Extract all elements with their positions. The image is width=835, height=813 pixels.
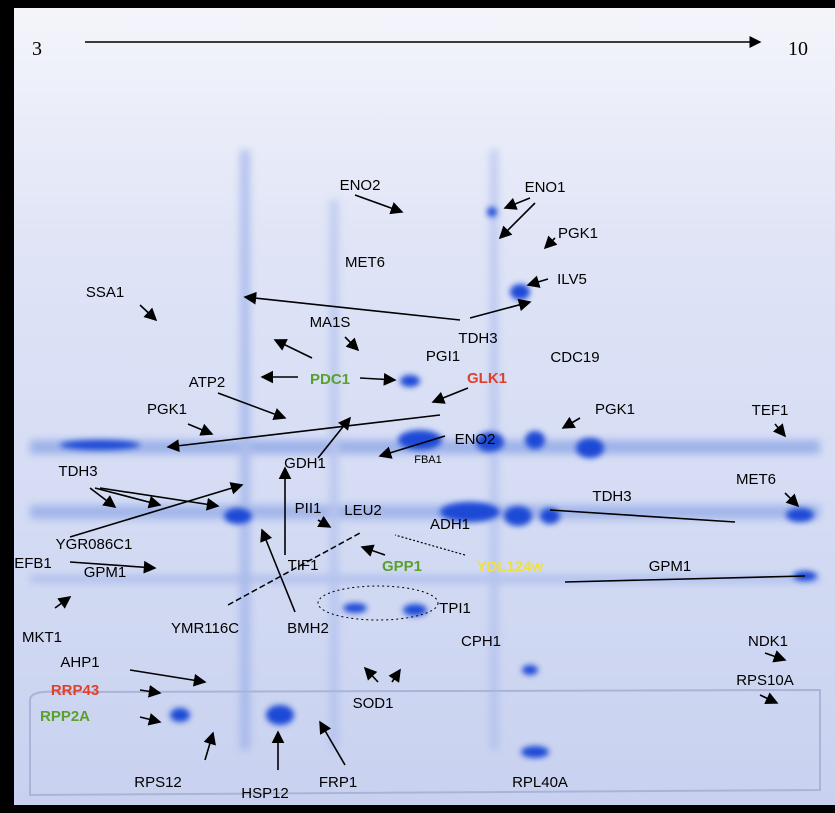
protein-label: TPI1 xyxy=(439,600,471,617)
protein-label: TDH3 xyxy=(592,488,631,505)
protein-label: CPH1 xyxy=(461,633,501,650)
protein-label: TDH3 xyxy=(58,463,97,480)
protein-label: RPP2A xyxy=(40,708,90,725)
protein-label: RPS12 xyxy=(134,774,182,791)
protein-label: PDC1 xyxy=(310,371,350,388)
protein-label: BMH2 xyxy=(287,620,329,637)
protein-label: YMR116C xyxy=(171,620,239,637)
protein-label: ILV5 xyxy=(557,271,587,288)
protein-label: FRP1 xyxy=(319,774,357,791)
protein-label: TEF1 xyxy=(752,402,789,419)
protein-label: FBA1 xyxy=(414,454,442,466)
protein-label: RPL40A xyxy=(512,774,568,791)
protein-label: ENO2 xyxy=(340,177,381,194)
protein-label: ENO1 xyxy=(525,179,566,196)
protein-label: GLK1 xyxy=(467,370,507,387)
protein-label: PII1 xyxy=(295,500,322,517)
protein-label: MET6 xyxy=(345,254,385,271)
protein-label: EFB1 xyxy=(14,555,52,572)
protein-label: PGK1 xyxy=(558,225,598,242)
protein-label: PGK1 xyxy=(595,401,635,418)
protein-label: ADH1 xyxy=(430,516,470,533)
protein-label: MET6 xyxy=(736,471,776,488)
protein-label: CDC19 xyxy=(550,349,599,366)
protein-label: GDH1 xyxy=(284,455,326,472)
protein-label: RPS10A xyxy=(736,672,794,689)
protein-label: YDL124w xyxy=(477,558,544,575)
protein-label: NDK1 xyxy=(748,633,788,650)
protein-label: SSA1 xyxy=(86,284,124,301)
axis-end-label: 10 xyxy=(788,38,808,60)
protein-label: GPM1 xyxy=(649,558,692,575)
protein-label: RRP43 xyxy=(51,682,99,699)
protein-label: LEU2 xyxy=(344,502,382,519)
protein-label: TIF1 xyxy=(288,557,319,574)
protein-label: HSP12 xyxy=(241,785,289,802)
protein-label: ENO2 xyxy=(455,431,496,448)
protein-label: TDH3 xyxy=(458,330,497,347)
protein-label: ATP2 xyxy=(189,374,225,391)
protein-label: AHP1 xyxy=(60,654,99,671)
protein-label: PGI1 xyxy=(426,348,460,365)
protein-label: MA1S xyxy=(310,314,351,331)
gel-background xyxy=(14,8,835,805)
protein-label: GPP1 xyxy=(382,558,422,575)
protein-label: SOD1 xyxy=(353,695,394,712)
gel-figure: 3 10 ENO2ENO1PGK1MET6ILV5SSA1MA1STDH3PGI… xyxy=(0,0,835,813)
protein-label: GPM1 xyxy=(84,564,127,581)
axis-start-label: 3 xyxy=(32,38,42,60)
protein-label: MKT1 xyxy=(22,629,62,646)
protein-label: YGR086C1 xyxy=(56,536,133,553)
protein-label: PGK1 xyxy=(147,401,187,418)
